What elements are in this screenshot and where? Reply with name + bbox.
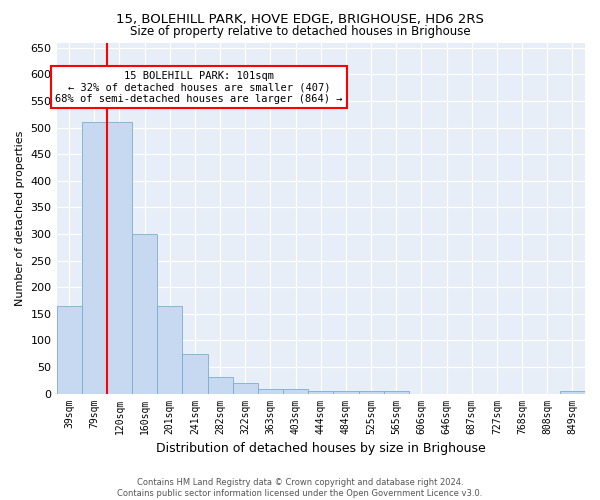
Text: 15, BOLEHILL PARK, HOVE EDGE, BRIGHOUSE, HD6 2RS: 15, BOLEHILL PARK, HOVE EDGE, BRIGHOUSE,… — [116, 12, 484, 26]
Bar — [308, 391, 334, 394]
Bar — [283, 390, 308, 394]
Bar — [157, 306, 182, 394]
Bar — [132, 234, 157, 394]
Text: Contains HM Land Registry data © Crown copyright and database right 2024.
Contai: Contains HM Land Registry data © Crown c… — [118, 478, 482, 498]
Bar — [258, 390, 283, 394]
Text: Size of property relative to detached houses in Brighouse: Size of property relative to detached ho… — [130, 25, 470, 38]
Bar — [56, 306, 82, 394]
Bar — [383, 391, 409, 394]
Bar — [560, 391, 585, 394]
X-axis label: Distribution of detached houses by size in Brighouse: Distribution of detached houses by size … — [156, 442, 485, 455]
Bar — [107, 122, 132, 394]
Bar — [359, 391, 383, 394]
Text: 15 BOLEHILL PARK: 101sqm
← 32% of detached houses are smaller (407)
68% of semi-: 15 BOLEHILL PARK: 101sqm ← 32% of detach… — [55, 70, 343, 104]
Bar — [208, 376, 233, 394]
Bar — [182, 354, 208, 394]
Y-axis label: Number of detached properties: Number of detached properties — [15, 130, 25, 306]
Bar — [334, 391, 359, 394]
Bar — [233, 383, 258, 394]
Bar — [82, 122, 107, 394]
